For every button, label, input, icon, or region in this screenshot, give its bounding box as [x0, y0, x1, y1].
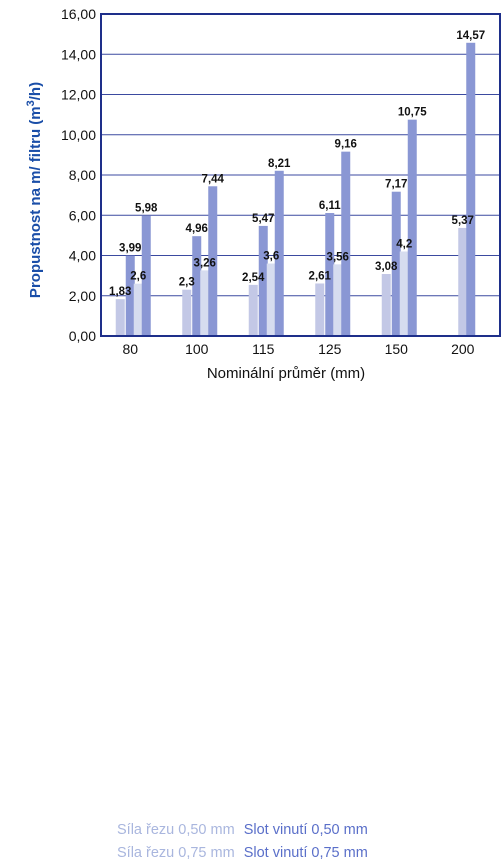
data-label: 3,56 — [327, 251, 349, 263]
data-label: 3,99 — [119, 243, 141, 255]
bar — [258, 225, 268, 336]
bar — [391, 191, 401, 336]
bar — [266, 263, 276, 336]
bar — [341, 151, 351, 336]
bar — [274, 170, 284, 336]
data-label: 7,17 — [385, 179, 407, 191]
bar — [315, 283, 325, 336]
y-tick-label: 10,00 — [61, 127, 96, 143]
data-label: 3,08 — [375, 261, 398, 273]
bar — [248, 284, 258, 336]
legend-entry-slot-vinuti-050: Slot vinutí 0,50 mm — [243, 822, 368, 838]
y-tick-labels: 0,00 2,00 4,00 6,00 8,00 10,00 12,00 14,00 16,00 — [61, 6, 96, 344]
y-tick-label: 6,00 — [69, 207, 96, 223]
data-labels: 1,83 2,3 2,54 2,61 3,08 5,37 3,99 4,96 5,47 6,11 7… — [109, 30, 485, 298]
x-tick-label: 80 — [122, 341, 138, 357]
y-axis-title-tail: /h) — [27, 82, 44, 100]
data-label: 1,83 — [109, 286, 131, 298]
x-tick-label: 100 — [185, 341, 209, 357]
data-label: 4,96 — [186, 223, 208, 235]
bar — [133, 283, 143, 336]
data-label: 6,11 — [319, 200, 341, 212]
y-tick-label: 14,00 — [61, 46, 96, 62]
data-label: 5,37 — [452, 215, 474, 227]
data-label: 2,6 — [130, 271, 146, 283]
x-tick-label: 115 — [252, 341, 275, 357]
bar — [125, 255, 135, 336]
x-tick-label: 200 — [451, 341, 475, 357]
data-label: 3,26 — [194, 257, 216, 269]
legend-entry-sila-rezu-050: Síla řezu 0,50 mm — [117, 822, 235, 838]
y-tick-label: 12,00 — [61, 87, 96, 103]
x-tick-label: 150 — [385, 341, 409, 357]
y-axis-title-text: Propustnost na m/ filtru (m — [27, 106, 44, 298]
legend-row-075: Síla řezu 0,75 mm Slot vinutí 0,75 mm — [117, 845, 368, 860]
bar — [333, 264, 343, 336]
data-label: 7,44 — [202, 173, 225, 185]
bar — [192, 236, 202, 336]
y-axis-title: Propustnost na m/ filtru (m3/h) — [25, 82, 44, 298]
bar — [458, 227, 468, 336]
bar — [182, 289, 192, 336]
bar — [208, 186, 218, 336]
gridlines — [101, 53, 500, 297]
data-label: 5,98 — [135, 203, 158, 215]
data-label: 3,6 — [263, 251, 279, 263]
y-tick-label: 16,00 — [61, 6, 96, 22]
plot-frame — [100, 13, 501, 337]
data-label: 14,57 — [456, 30, 485, 42]
y-tick-label: 2,00 — [69, 288, 96, 304]
bar-chart: 0,00 2,00 4,00 6,00 8,00 10,00 12,00 14,00 16,00… — [25, 6, 501, 382]
data-label: 2,3 — [179, 277, 195, 289]
data-label: 8,21 — [268, 158, 291, 170]
data-label: 5,47 — [252, 213, 274, 225]
bar — [381, 274, 391, 336]
legend-row-050: Síla řezu 0,50 mm Slot vinutí 0,50 mm — [117, 822, 368, 838]
x-tick-labels: 80 100 115 125 150 200 — [122, 341, 474, 357]
x-tick-label: 125 — [318, 341, 342, 357]
bar — [466, 42, 476, 337]
bar — [141, 215, 151, 336]
bar — [200, 270, 210, 336]
bar — [115, 299, 125, 336]
data-label: 9,16 — [335, 139, 357, 151]
bars — [115, 42, 476, 337]
y-tick-label: 4,00 — [69, 248, 96, 264]
x-axis-title: Nominální průměr (mm) — [207, 365, 365, 382]
data-label: 2,61 — [309, 270, 332, 282]
y-axis-title-superscript: 3 — [25, 100, 37, 106]
bar — [407, 119, 417, 336]
data-label: 2,54 — [242, 272, 265, 284]
y-tick-label: 0,00 — [69, 328, 96, 344]
data-label: 10,75 — [398, 107, 427, 119]
data-label: 4,2 — [396, 238, 412, 250]
legend-entry-slot-vinuti-075: Slot vinutí 0,75 mm — [243, 845, 368, 860]
bar — [399, 251, 409, 336]
chart-container: 0,00 2,00 4,00 6,00 8,00 10,00 12,00 14,00 16,00… — [25, 6, 501, 860]
legend-entry-sila-rezu-075: Síla řezu 0,75 mm — [117, 845, 235, 860]
bar — [325, 213, 335, 336]
y-tick-label: 8,00 — [69, 167, 96, 183]
